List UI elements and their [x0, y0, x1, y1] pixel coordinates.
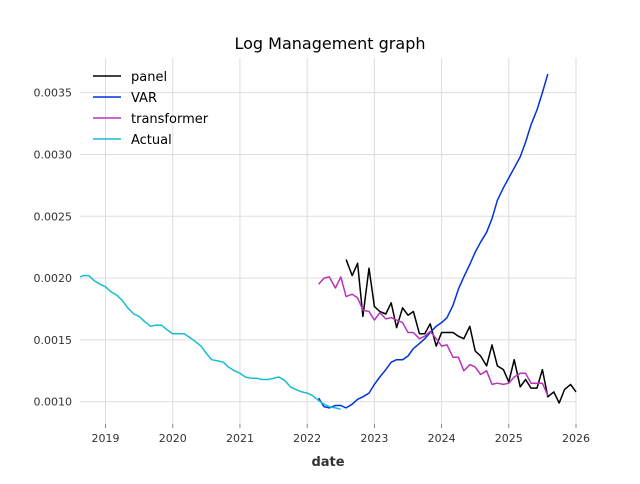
chart-title: Log Management graph [235, 34, 426, 53]
x-tick-label: 2019 [92, 432, 120, 445]
x-tick-label: 2025 [495, 432, 523, 445]
x-tick-label: 2021 [226, 432, 254, 445]
legend-label-transformer: transformer [131, 112, 209, 127]
grid [80, 58, 577, 424]
series-lines [79, 73, 577, 410]
series-line-actual [79, 274, 341, 410]
x-tick-label: 2020 [159, 432, 187, 445]
y-tick-label: 0.0025 [34, 210, 73, 223]
legend: panel VAR transformer Actual [93, 70, 209, 148]
y-tick-label: 0.0020 [34, 272, 73, 285]
legend-label-var: VAR [131, 91, 157, 106]
series-line-transformer [318, 276, 549, 396]
x-tick-label: 2022 [293, 432, 321, 445]
x-tick-label: 2026 [562, 432, 590, 445]
x-tick-label: 2023 [360, 432, 388, 445]
series-line-panel [345, 259, 577, 404]
y-tick-label: 0.0035 [34, 87, 73, 100]
legend-label-actual: Actual [131, 133, 172, 148]
axes: 2019 2020 2021 2022 2023 2024 2025 2026 0.0010 0.… [34, 87, 591, 445]
series-line-var [317, 73, 549, 409]
y-tick-label: 0.0010 [34, 396, 73, 409]
y-tick-label: 0.0015 [34, 334, 73, 347]
legend-label-panel: panel [131, 70, 167, 85]
x-axis-label: date [311, 455, 344, 470]
x-tick-label: 2024 [428, 432, 456, 445]
y-tick-label: 0.0030 [34, 148, 73, 161]
